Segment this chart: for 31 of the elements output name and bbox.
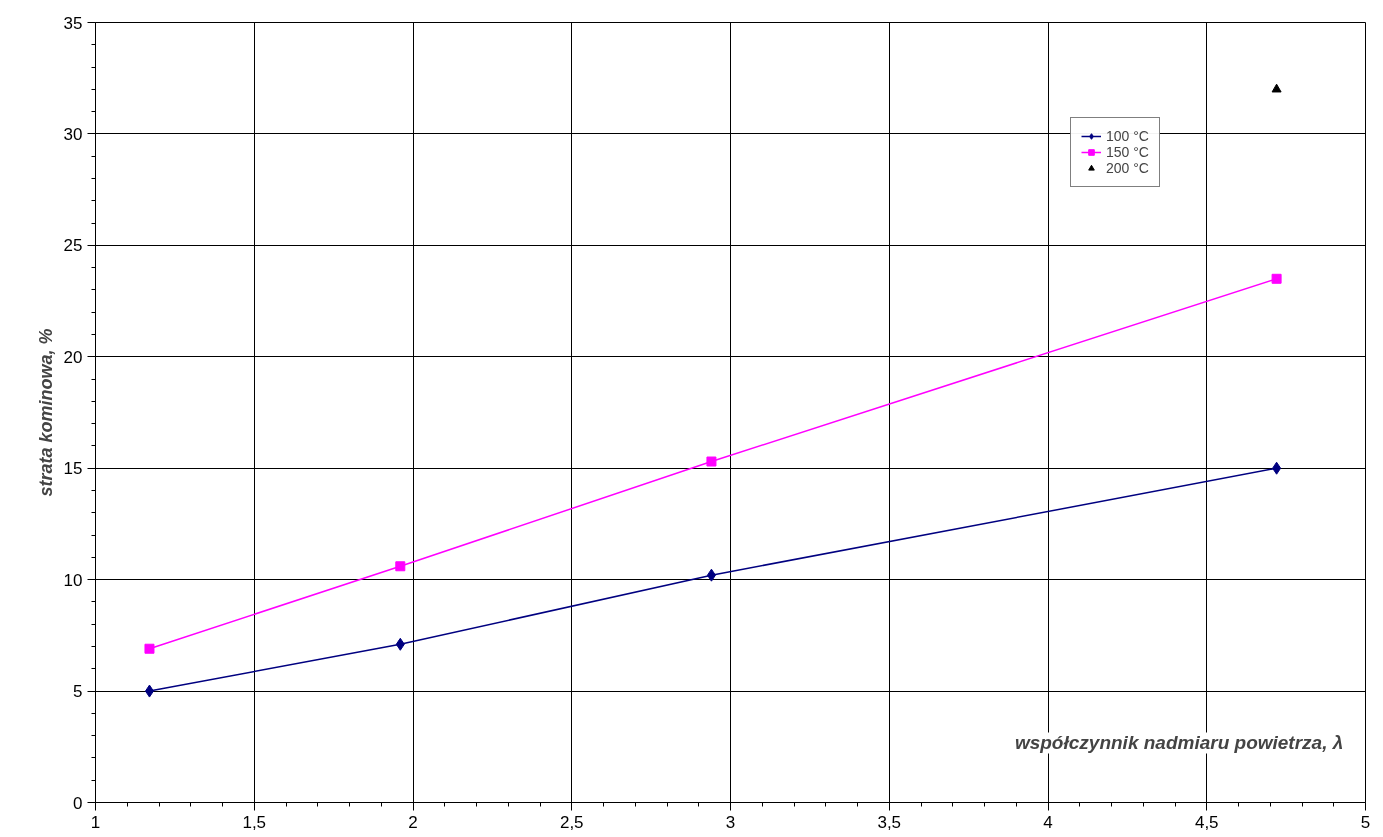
y-tick-label: 30 xyxy=(63,124,83,144)
legend-label: 200 °C xyxy=(1106,160,1149,176)
point xyxy=(706,456,717,467)
point xyxy=(144,643,155,654)
point xyxy=(1271,273,1282,284)
x-tick-label: 4 xyxy=(1043,812,1053,832)
x-axis-title: współczynnik nadmiaru powietrza, λ xyxy=(1014,732,1344,754)
y-tick-label: 10 xyxy=(63,570,83,590)
x-tick-label: 3,5 xyxy=(877,812,902,832)
point xyxy=(144,684,154,698)
y-tick-label: 5 xyxy=(73,682,83,702)
x-tick-label: 4,5 xyxy=(1194,812,1219,832)
y-tick-label: 15 xyxy=(63,459,83,479)
x-tick-label: 1 xyxy=(90,812,101,832)
x-tick-label: 3 xyxy=(725,812,736,832)
legend-label: 100 °C xyxy=(1106,128,1149,144)
y-tick-label: 0 xyxy=(73,793,83,813)
point xyxy=(395,637,405,651)
x-tick-label: 5 xyxy=(1360,812,1371,832)
point xyxy=(395,561,406,572)
x-tick-label: 2 xyxy=(408,812,418,832)
y-axis-title: strata kominowa, % xyxy=(35,328,56,497)
legend-label: 150 °C xyxy=(1106,144,1149,160)
x-tick-label: 2,5 xyxy=(559,812,584,832)
point xyxy=(1271,83,1282,93)
y-tick-label: 25 xyxy=(63,236,83,256)
point xyxy=(706,568,716,582)
y-tick-label: 20 xyxy=(63,347,83,367)
y-tick-label: 35 xyxy=(63,13,83,33)
point xyxy=(1272,461,1282,475)
x-tick-label: 1,5 xyxy=(242,812,267,832)
